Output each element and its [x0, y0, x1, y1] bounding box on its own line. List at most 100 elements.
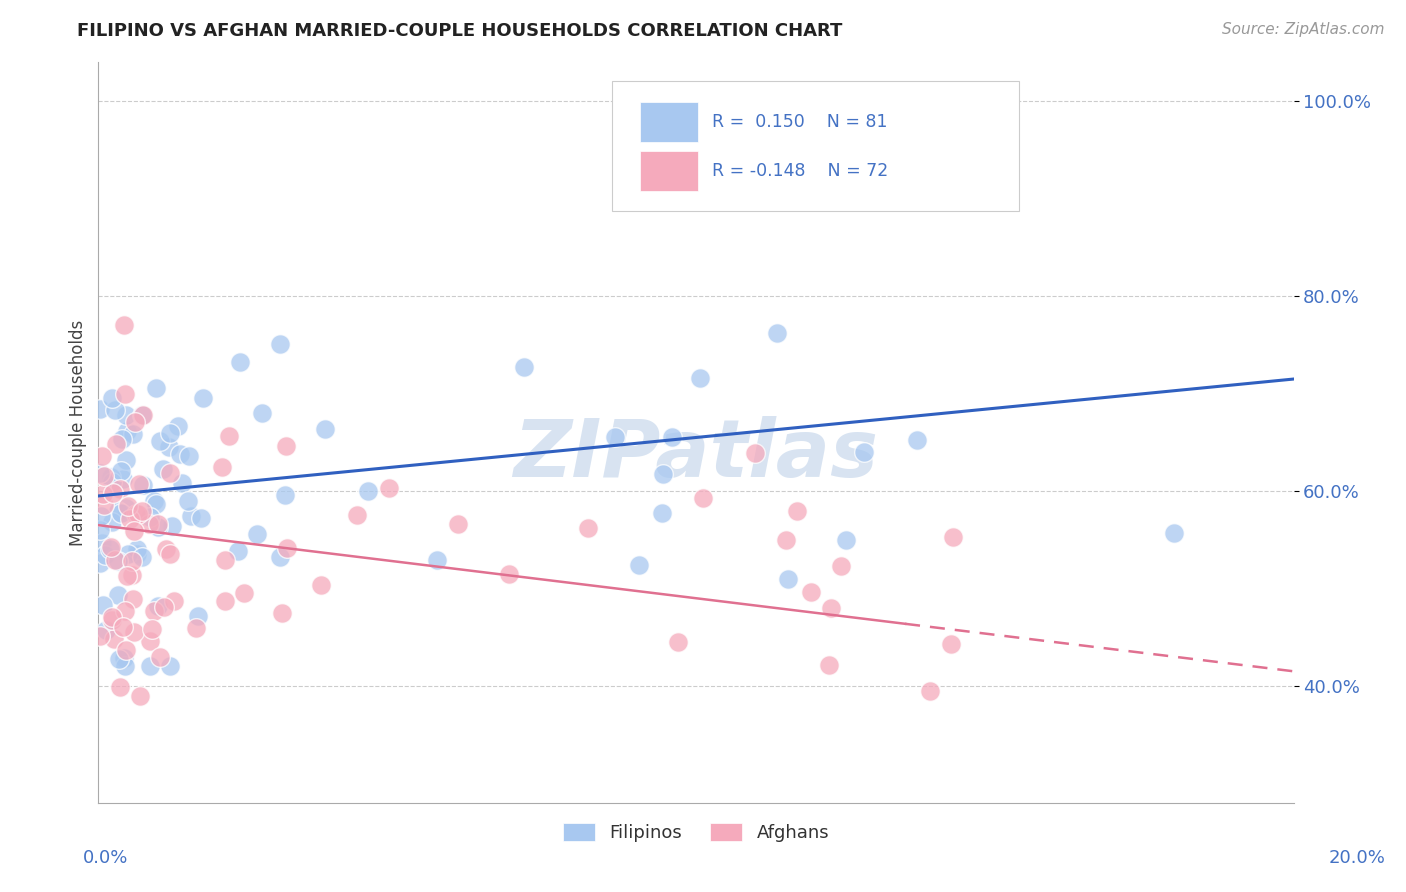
Point — [666, 635, 689, 649]
Point — [274, 439, 297, 453]
Point — [830, 559, 852, 574]
Point — [652, 467, 675, 481]
Point — [775, 533, 797, 547]
Point — [89, 523, 111, 537]
Point — [132, 409, 155, 423]
Point — [143, 494, 166, 508]
Point — [169, 446, 191, 460]
Point — [942, 530, 965, 544]
Point — [98, 541, 121, 556]
Point — [270, 607, 292, 621]
Point — [603, 430, 626, 444]
Point — [905, 434, 928, 448]
Point — [91, 487, 114, 501]
Point — [139, 633, 162, 648]
Point — [765, 326, 787, 340]
FancyBboxPatch shape — [640, 102, 699, 142]
Point — [214, 593, 236, 607]
Point — [101, 391, 124, 405]
Point — [114, 387, 136, 401]
Point — [145, 497, 167, 511]
Point — [94, 549, 117, 563]
Point — [91, 450, 114, 464]
Point — [104, 402, 127, 417]
Point — [628, 558, 651, 572]
Point — [269, 337, 291, 351]
Point — [214, 553, 236, 567]
Point — [778, 572, 800, 586]
Point — [786, 504, 808, 518]
FancyBboxPatch shape — [640, 152, 699, 191]
Point — [122, 625, 145, 640]
Point — [177, 493, 200, 508]
Point — [190, 511, 212, 525]
Point — [131, 504, 153, 518]
FancyBboxPatch shape — [613, 81, 1019, 211]
Text: Source: ZipAtlas.com: Source: ZipAtlas.com — [1222, 22, 1385, 37]
Point — [276, 541, 298, 555]
Point — [229, 354, 252, 368]
Point — [90, 536, 112, 550]
Point — [93, 469, 115, 483]
Point — [160, 519, 183, 533]
Point — [127, 507, 149, 521]
Point — [107, 504, 129, 518]
Point — [139, 509, 162, 524]
Point — [1163, 526, 1185, 541]
Point — [122, 524, 145, 538]
Point — [127, 547, 149, 561]
Point — [101, 475, 124, 489]
Point — [651, 507, 673, 521]
Point — [817, 658, 839, 673]
Text: ZIPatlas: ZIPatlas — [513, 416, 879, 494]
Point — [90, 508, 112, 523]
Point — [100, 470, 122, 484]
Point — [101, 515, 124, 529]
Point — [103, 632, 125, 647]
Point — [149, 434, 172, 448]
Point — [191, 391, 214, 405]
Point — [157, 440, 180, 454]
Point — [346, 508, 368, 522]
Point — [131, 550, 153, 565]
Point — [314, 422, 336, 436]
Point — [101, 613, 124, 627]
Point — [252, 406, 274, 420]
Point — [159, 466, 181, 480]
Point — [112, 620, 135, 634]
Point — [141, 623, 163, 637]
Point — [121, 426, 143, 441]
Point — [513, 359, 536, 374]
Point — [226, 543, 249, 558]
Point — [744, 446, 766, 460]
Point — [121, 554, 143, 568]
Point — [89, 556, 111, 570]
Text: 0.0%: 0.0% — [83, 849, 128, 867]
Point — [122, 592, 145, 607]
Point — [184, 622, 207, 636]
Point — [426, 553, 449, 567]
Point — [162, 594, 184, 608]
Point — [148, 516, 170, 531]
Point — [152, 599, 174, 614]
Point — [112, 651, 135, 665]
Point — [120, 512, 142, 526]
Point — [180, 509, 202, 524]
Point — [128, 689, 150, 703]
Point — [89, 630, 111, 644]
Point — [104, 553, 127, 567]
Point — [498, 566, 520, 581]
Point — [146, 520, 169, 534]
Point — [110, 482, 132, 496]
Point — [576, 521, 599, 535]
Point — [246, 526, 269, 541]
Point — [115, 501, 138, 516]
Point — [692, 491, 714, 505]
Point — [110, 506, 132, 520]
Point — [89, 466, 111, 480]
Point — [94, 623, 117, 637]
Point — [107, 588, 129, 602]
Point — [800, 585, 823, 599]
Point — [138, 659, 160, 673]
Point — [170, 475, 193, 490]
